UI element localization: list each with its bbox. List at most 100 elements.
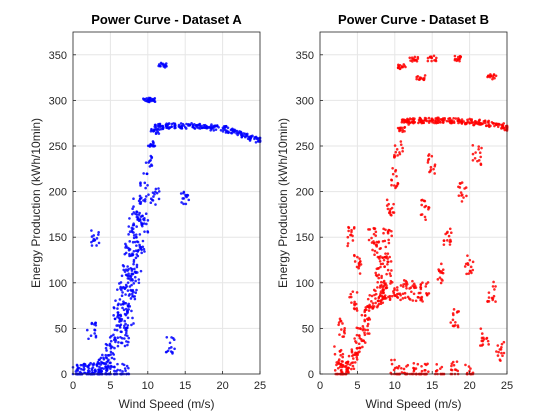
data-point xyxy=(125,331,128,335)
data-point xyxy=(109,361,112,365)
data-point xyxy=(390,269,393,272)
data-point xyxy=(418,118,422,121)
x-tick-label: 0 xyxy=(70,380,76,392)
data-point xyxy=(403,64,406,67)
data-point xyxy=(222,127,225,131)
data-point xyxy=(333,352,337,356)
data-point xyxy=(126,274,130,278)
data-point xyxy=(493,288,496,291)
data-point xyxy=(396,66,400,70)
data-point xyxy=(433,172,436,175)
data-point xyxy=(380,276,383,280)
data-point xyxy=(402,367,406,371)
data-point xyxy=(421,281,424,284)
data-point xyxy=(153,100,157,104)
data-point xyxy=(373,227,377,230)
data-point xyxy=(244,135,248,138)
data-point xyxy=(125,312,129,315)
data-point xyxy=(394,186,397,190)
y-tick-label: 50 xyxy=(302,323,314,335)
data-point xyxy=(335,361,339,364)
data-point xyxy=(447,117,450,121)
data-point xyxy=(368,318,372,321)
y-tick-label: 250 xyxy=(49,141,67,153)
data-point xyxy=(416,57,420,60)
data-point xyxy=(198,122,202,126)
data-point xyxy=(452,308,456,311)
data-point xyxy=(104,356,108,359)
y-tick-label: 150 xyxy=(296,232,314,244)
data-point xyxy=(371,307,374,310)
data-point xyxy=(490,120,494,124)
data-point xyxy=(128,285,132,288)
data-point xyxy=(417,78,421,81)
data-point xyxy=(152,130,155,133)
data-point xyxy=(135,271,139,274)
data-point xyxy=(382,231,385,235)
data-point xyxy=(405,286,408,290)
data-point xyxy=(81,363,84,367)
data-point xyxy=(427,121,431,124)
data-point xyxy=(126,316,130,320)
data-point xyxy=(119,281,123,284)
data-point xyxy=(90,244,94,247)
data-point xyxy=(355,291,359,294)
data-point xyxy=(154,203,157,206)
data-point xyxy=(106,367,109,370)
data-point xyxy=(141,239,145,243)
data-point xyxy=(348,295,351,299)
data-point xyxy=(480,336,484,340)
data-point xyxy=(403,291,407,295)
data-point xyxy=(498,348,502,351)
data-point xyxy=(385,272,388,276)
data-point xyxy=(126,343,129,347)
data-point xyxy=(400,120,404,124)
data-point xyxy=(153,97,157,100)
data-point xyxy=(121,306,124,310)
data-point xyxy=(351,364,355,368)
data-point xyxy=(370,300,373,303)
data-point xyxy=(350,228,353,232)
data-point xyxy=(91,366,95,369)
data-point xyxy=(357,342,361,346)
y-tick-label: 300 xyxy=(296,95,314,107)
data-point xyxy=(374,273,378,277)
data-point xyxy=(448,227,452,231)
data-point xyxy=(440,365,444,369)
data-point xyxy=(392,202,395,206)
data-point xyxy=(424,363,428,367)
data-point xyxy=(149,197,153,200)
data-point xyxy=(128,240,132,243)
data-point xyxy=(427,154,430,157)
data-point xyxy=(371,302,375,305)
data-point xyxy=(236,133,239,137)
data-point xyxy=(374,271,378,275)
data-point xyxy=(401,292,405,296)
data-point xyxy=(132,295,135,298)
data-point xyxy=(137,213,141,216)
data-point xyxy=(173,126,176,130)
chart-title: Power Curve - Dataset B xyxy=(338,12,489,27)
data-point xyxy=(338,333,341,336)
data-point xyxy=(357,334,361,337)
x-tick-label: 25 xyxy=(254,380,266,392)
data-point xyxy=(127,248,131,252)
data-point xyxy=(182,190,186,194)
data-point xyxy=(403,126,406,130)
data-point xyxy=(347,225,350,229)
data-point xyxy=(498,123,502,126)
data-point xyxy=(355,353,358,356)
data-point xyxy=(390,294,394,298)
data-point xyxy=(479,327,483,330)
data-point xyxy=(494,74,498,78)
data-point xyxy=(498,358,502,362)
data-point xyxy=(494,285,497,288)
data-point xyxy=(368,303,371,307)
data-point xyxy=(350,348,354,351)
data-point xyxy=(127,272,130,275)
data-point xyxy=(454,117,458,120)
data-point xyxy=(406,121,410,124)
data-point xyxy=(171,336,175,340)
data-point xyxy=(124,369,127,373)
data-point xyxy=(134,279,137,283)
